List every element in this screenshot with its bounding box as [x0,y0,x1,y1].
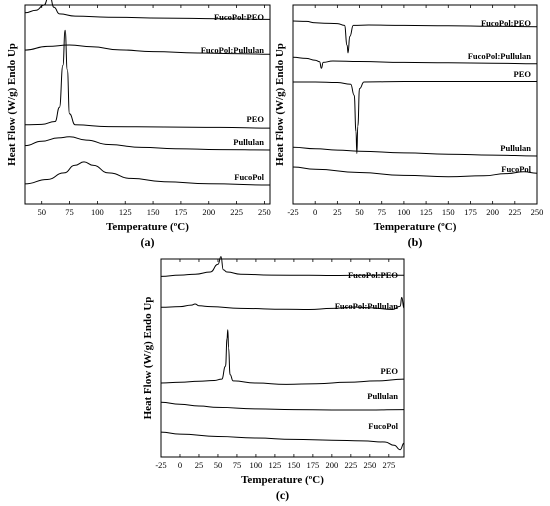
x-tick-label: 200 [325,460,338,470]
series-label: Pullulan [367,391,398,401]
series-label: FucoPol [501,164,531,174]
x-tick-label: 175 [464,207,477,217]
x-tick-label: 100 [398,207,411,217]
y-axis-label: Heat Flow (W/g) Endo Up [6,43,18,166]
x-tick-label: -25 [155,460,166,470]
series-label: FucoPol [368,421,398,431]
x-tick-label: 225 [508,207,521,217]
series-label: FucoPol [234,172,264,182]
panel-label: (c) [276,488,289,502]
series-label: PEO [247,114,265,124]
x-tick-label: 175 [175,207,188,217]
x-axis-label: Temperature (ºC) [374,221,457,233]
plot-frame [24,4,271,205]
series-label: FucoPol:PEO [214,12,264,22]
series-label: Pullulan [500,143,531,153]
x-tick-label: 125 [420,207,433,217]
series-line-peo [160,329,405,385]
series-label: FucoPol:PEO [348,270,398,280]
series-line-fucopol [160,431,405,451]
x-tick-label: 250 [531,207,544,217]
x-tick-label: 250 [363,460,376,470]
series-label: Pullulan [233,137,264,147]
panel-label: (b) [408,235,423,249]
panel-label: (a) [141,235,155,249]
series-line-fucopol-pullulan [160,296,405,311]
x-tick-label: 50 [214,460,223,470]
x-tick-label: 75 [233,460,242,470]
series-line-fucopol-peo [160,256,405,277]
series-label: PEO [514,69,532,79]
series-label: FucoPol:PEO [481,18,531,28]
x-tick-label: 200 [202,207,215,217]
x-tick-label: 0 [178,460,182,470]
panel-0: 50 75 100 125 150 175 200 225 250 Temperature (ºC… [6,0,271,249]
x-tick-label: 75 [65,207,74,217]
series-line-pullulan [24,136,271,151]
series-line-peo [293,81,537,155]
x-tick-label: 175 [307,460,320,470]
panel-1: -25 0 25 50 75 100 125 150 175 200 225 250 Temperatu… [274,4,544,249]
series-line-fucopol [292,166,538,178]
x-tick-label: 200 [486,207,499,217]
series-line-peo [24,29,271,129]
series-label: FucoPol:Pullulan [468,51,532,61]
x-tick-label: 225 [344,460,357,470]
series-label: FucoPol:Pullulan [335,301,399,311]
x-tick-label: 0 [313,207,317,217]
x-tick-label: 75 [377,207,386,217]
x-tick-label: 100 [250,460,263,470]
x-tick-label: 125 [269,460,282,470]
x-tick-label: 275 [382,460,395,470]
x-tick-label: -25 [287,207,298,217]
x-tick-label: 25 [195,460,204,470]
panel-2: -25 0 25 50 75 100 125 150 175 200 225 250 275 Temper… [142,256,405,502]
plot-frame [160,258,405,458]
series-label: FucoPol:Pullulan [201,45,265,55]
series-line-fucopol-pullulan [292,56,538,69]
series-line-pullulan [292,146,538,157]
x-tick-label: 50 [355,207,364,217]
series-line-fucopol-peo [24,0,271,20]
series-line-fucopol-pullulan [24,44,271,55]
x-tick-label: 125 [119,207,132,217]
x-axis-label: Temperature (ºC) [241,474,324,486]
x-tick-label: 250 [258,207,271,217]
series-label: PEO [381,366,399,376]
y-axis-label: Heat Flow (W/g) Endo Up [274,43,286,166]
x-tick-label: 25 [333,207,342,217]
x-tick-label: 225 [230,207,243,217]
series-line-fucopol [24,161,271,186]
plot-frame [292,4,538,205]
x-tick-label: 150 [147,207,160,217]
x-axis-label: Temperature (ºC) [106,221,189,233]
x-tick-label: 150 [288,460,301,470]
series-line-pullulan [160,401,405,411]
x-tick-label: 50 [37,207,46,217]
series-line-fucopol-peo [292,20,538,54]
x-tick-label: 150 [442,207,455,217]
y-axis-label: Heat Flow (W/g) Endo Up [142,297,154,420]
x-tick-label: 100 [91,207,104,217]
